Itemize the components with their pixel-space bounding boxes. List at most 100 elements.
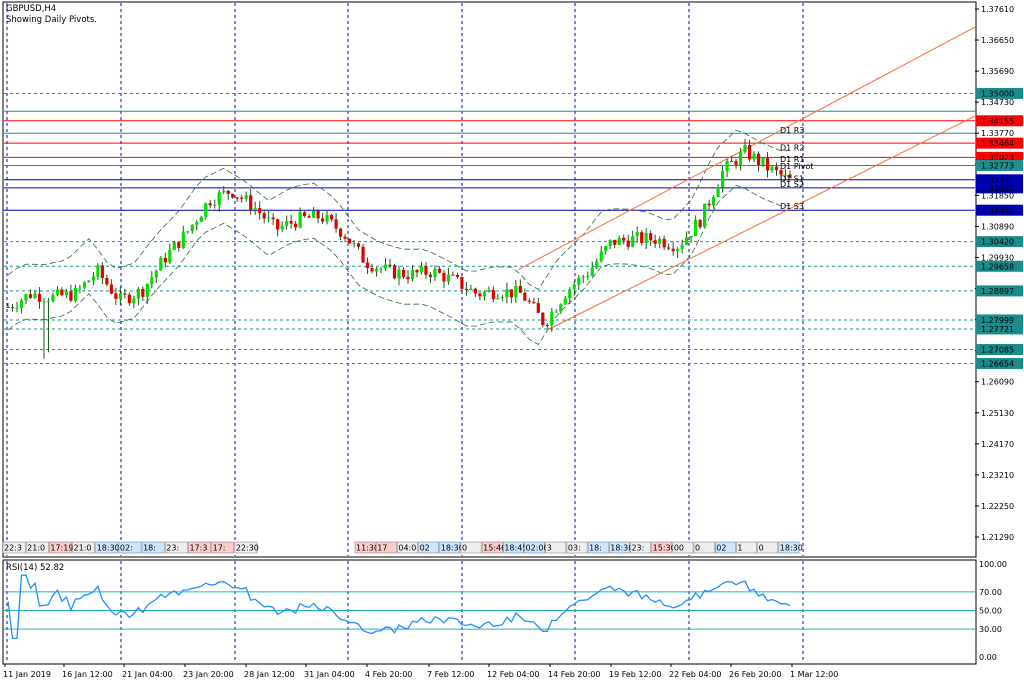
event-marker <box>693 541 715 554</box>
bearish-candle <box>307 216 311 218</box>
bullish-candle <box>716 187 720 197</box>
bearish-candle <box>532 301 536 304</box>
bearish-candle <box>258 208 262 214</box>
bearish-candle <box>6 306 10 308</box>
price-tag-label: 1.27999 <box>981 316 1014 325</box>
rsi-label: RSI(14) 52.82 <box>6 563 64 573</box>
price-tag <box>976 357 1023 369</box>
bullish-candle <box>568 289 572 299</box>
event-marker <box>736 541 757 554</box>
bearish-candle <box>649 233 653 241</box>
bearish-candle <box>356 243 361 247</box>
bearish-candle <box>105 277 109 285</box>
bullish-candle <box>222 190 226 193</box>
bullish-candle <box>55 289 60 295</box>
bullish-candle <box>64 291 69 296</box>
event-marker-label: 18:30 <box>441 544 464 553</box>
bullish-candle <box>204 203 208 217</box>
bearish-candle <box>478 293 482 297</box>
price-tag <box>976 151 1023 163</box>
bearish-candle <box>442 272 446 282</box>
envelope-lines <box>7 129 791 346</box>
bullish-candle <box>383 264 388 269</box>
event-marker <box>439 541 461 554</box>
price-tick-label: 1.22250 <box>981 502 1014 511</box>
bullish-candle <box>253 208 257 210</box>
bullish-candle <box>743 145 747 153</box>
rsi-tick-label: 70.00 <box>979 588 1002 597</box>
event-marker-label: 18:30 <box>97 544 120 553</box>
bullish-candle <box>761 157 765 165</box>
bearish-candle <box>779 170 783 175</box>
price-tag-label: 1.27721 <box>981 325 1014 334</box>
bearish-candle <box>707 203 711 206</box>
price-tag <box>976 236 1023 248</box>
time-tick-label: 12 Feb 04:00 <box>487 670 539 679</box>
bullish-candle <box>505 289 509 298</box>
bearish-candle <box>249 195 253 210</box>
bearish-candle <box>401 269 406 277</box>
bullish-candle <box>19 300 24 308</box>
bullish-candle <box>15 307 19 309</box>
bullish-candle <box>181 231 185 248</box>
time-tick-label: 14 Feb 20:00 <box>548 670 600 679</box>
bullish-candle <box>82 282 87 288</box>
bullish-candle <box>154 270 158 278</box>
grid <box>6 3 804 663</box>
event-marker-label: 21:0 <box>74 544 92 553</box>
bullish-candle <box>577 277 581 285</box>
event-marker-label: 03: <box>568 544 581 553</box>
bearish-candle <box>662 238 666 248</box>
bearish-candle <box>28 294 33 298</box>
event-marker-label: 00 <box>674 544 684 553</box>
bearish-candle <box>163 257 167 263</box>
bearish-candle <box>518 285 522 293</box>
bullish-candle <box>550 311 554 326</box>
pivot-label: D1 S1 <box>780 174 804 183</box>
event-marker <box>165 541 188 554</box>
bullish-candle <box>24 294 28 301</box>
event-markers: 22:3 21:0 17:19 21:0 18:30 02: 18: 23: 17:3 17: 22… <box>2 541 803 554</box>
bullish-candle <box>51 294 55 302</box>
bullish-candle <box>190 224 194 232</box>
bullish-candle <box>374 268 379 272</box>
price-axis: 1.376101.366501.356901.347301.337701.328… <box>975 5 1014 542</box>
price-tag <box>976 159 1023 171</box>
bullish-candle <box>738 152 743 166</box>
bullish-candle <box>590 267 594 276</box>
event-marker-label: 04:0 <box>398 544 416 553</box>
bullish-candle <box>496 298 500 300</box>
event-marker <box>481 541 503 554</box>
chart-subtitle: Showing Daily Pivots. <box>6 15 97 25</box>
price-tag-label: 1.28897 <box>981 287 1014 296</box>
bullish-candle <box>46 301 51 303</box>
bearish-candle <box>141 288 145 297</box>
bearish-candle <box>320 218 325 222</box>
price-tick-label: 1.30890 <box>981 222 1014 231</box>
bullish-candle <box>379 268 383 270</box>
price-tag-label: 1.32331 <box>981 176 1014 185</box>
bullish-candle <box>595 261 599 268</box>
bearish-candle <box>774 166 779 171</box>
bullish-candle <box>118 293 122 299</box>
bullish-candle <box>482 291 486 297</box>
bullish-candle <box>172 242 176 250</box>
event-marker <box>354 541 376 554</box>
rsi-panel <box>2 559 977 665</box>
event-marker <box>418 541 440 554</box>
price-tag <box>976 182 1023 194</box>
rsi-tick-label: 0.00 <box>979 653 997 662</box>
event-marker-label: 02: <box>120 544 133 553</box>
bearish-candle <box>271 217 275 220</box>
pivot-label: D1 R2 <box>780 144 804 153</box>
bullish-candle <box>91 276 95 281</box>
price-tag <box>976 344 1023 356</box>
bearish-candle <box>114 293 118 299</box>
bearish-candle <box>437 268 442 273</box>
event-marker <box>524 541 545 554</box>
event-marker-label: 17:3 <box>189 544 207 553</box>
bullish-candle <box>33 293 37 298</box>
bullish-candle <box>631 236 635 247</box>
bullish-candle <box>514 285 518 298</box>
bearish-candle <box>464 288 469 291</box>
